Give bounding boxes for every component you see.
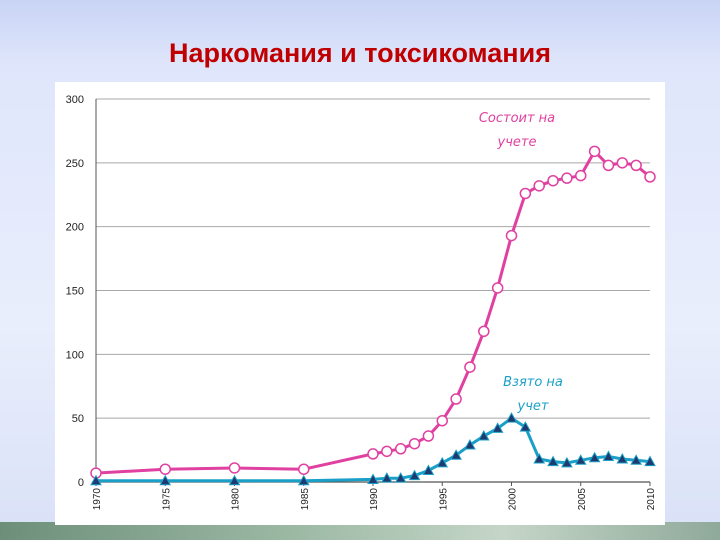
line-chart: 0 50 100 150 200 250 300 1970 1975 1980 1985 1990 19… [66, 94, 657, 511]
data-point-registered [478, 325, 490, 338]
data-point-taken [408, 469, 421, 481]
data-point-registered [228, 462, 241, 474]
data-point-registered [547, 174, 559, 187]
data-point-registered [367, 448, 379, 460]
data-point-registered [298, 463, 310, 475]
data-point-taken [394, 472, 407, 483]
data-point-registered [491, 282, 504, 294]
data-point-taken [90, 474, 102, 486]
data-point-taken [436, 456, 449, 468]
series-label-registered: Состоит на [479, 111, 555, 126]
data-point-taken [616, 452, 629, 464]
series-label-taken: Взято на [503, 375, 563, 390]
data-point-taken [505, 412, 518, 423]
chart-panel: 0 50 100 150 200 250 300 1970 1975 1980 1985 1990 19… [55, 82, 665, 525]
data-point-taken [367, 473, 379, 484]
data-point-registered [422, 430, 435, 442]
data-point-taken [450, 449, 462, 460]
data-point-taken [602, 450, 615, 461]
y-tick-label: 0 [78, 477, 84, 489]
y-tick-label: 300 [66, 94, 84, 106]
data-point-registered [519, 187, 532, 200]
data-point-taken [547, 455, 559, 467]
data-point-taken [228, 474, 241, 486]
data-point-registered [159, 463, 171, 475]
data-point-registered [408, 437, 421, 450]
data-point-taken [561, 456, 573, 468]
x-tick-label: 1975 [161, 488, 172, 511]
x-tick-label: 1985 [300, 488, 311, 511]
data-point-taken [464, 438, 476, 450]
slide-title: Наркомания и токсикомания [169, 38, 551, 68]
data-point-taken [297, 474, 310, 486]
y-tick-label: 50 [72, 413, 84, 425]
x-tick-label: 1990 [369, 488, 380, 511]
series-label-taken: учет [517, 399, 549, 414]
data-point-registered [602, 159, 615, 172]
data-point-registered [381, 445, 393, 458]
data-point-taken [533, 452, 546, 464]
series-line-registered [95, 149, 651, 475]
data-point-taken [491, 422, 504, 433]
x-tick-label: 1970 [92, 488, 103, 511]
x-tick-label: 2005 [577, 488, 588, 511]
data-point-registered [436, 414, 448, 427]
data-point-taken [630, 454, 642, 465]
data-point-taken [477, 430, 490, 441]
data-point-registered [575, 169, 587, 182]
data-point-taken [519, 421, 532, 432]
y-tick-label: 200 [66, 222, 84, 234]
data-point-taken [159, 474, 172, 486]
data-point-taken [574, 454, 587, 465]
data-point-taken [588, 451, 601, 463]
x-tick-label: 2010 [646, 488, 657, 511]
x-tick-label: 2000 [508, 488, 519, 511]
data-point-registered [450, 393, 462, 405]
data-point-registered [616, 157, 629, 169]
data-point-registered [464, 361, 476, 373]
y-tick-label: 100 [66, 349, 84, 361]
data-point-registered [561, 172, 573, 184]
series-label-registered: учете [497, 135, 537, 150]
data-point-taken [422, 464, 435, 476]
data-point-taken [644, 455, 656, 467]
data-point-registered [533, 180, 545, 192]
data-point-registered [644, 171, 656, 183]
data-point-registered [394, 443, 407, 455]
bottom-decor-band [0, 522, 720, 540]
data-point-registered [630, 159, 642, 172]
data-point-taken [381, 472, 393, 483]
data-point-registered [505, 229, 518, 242]
x-tick-label: 1995 [438, 488, 449, 511]
y-tick-label: 150 [66, 286, 84, 298]
data-point-registered [588, 145, 601, 158]
x-tick-label: 1980 [231, 488, 242, 511]
y-tick-label: 250 [66, 158, 84, 170]
